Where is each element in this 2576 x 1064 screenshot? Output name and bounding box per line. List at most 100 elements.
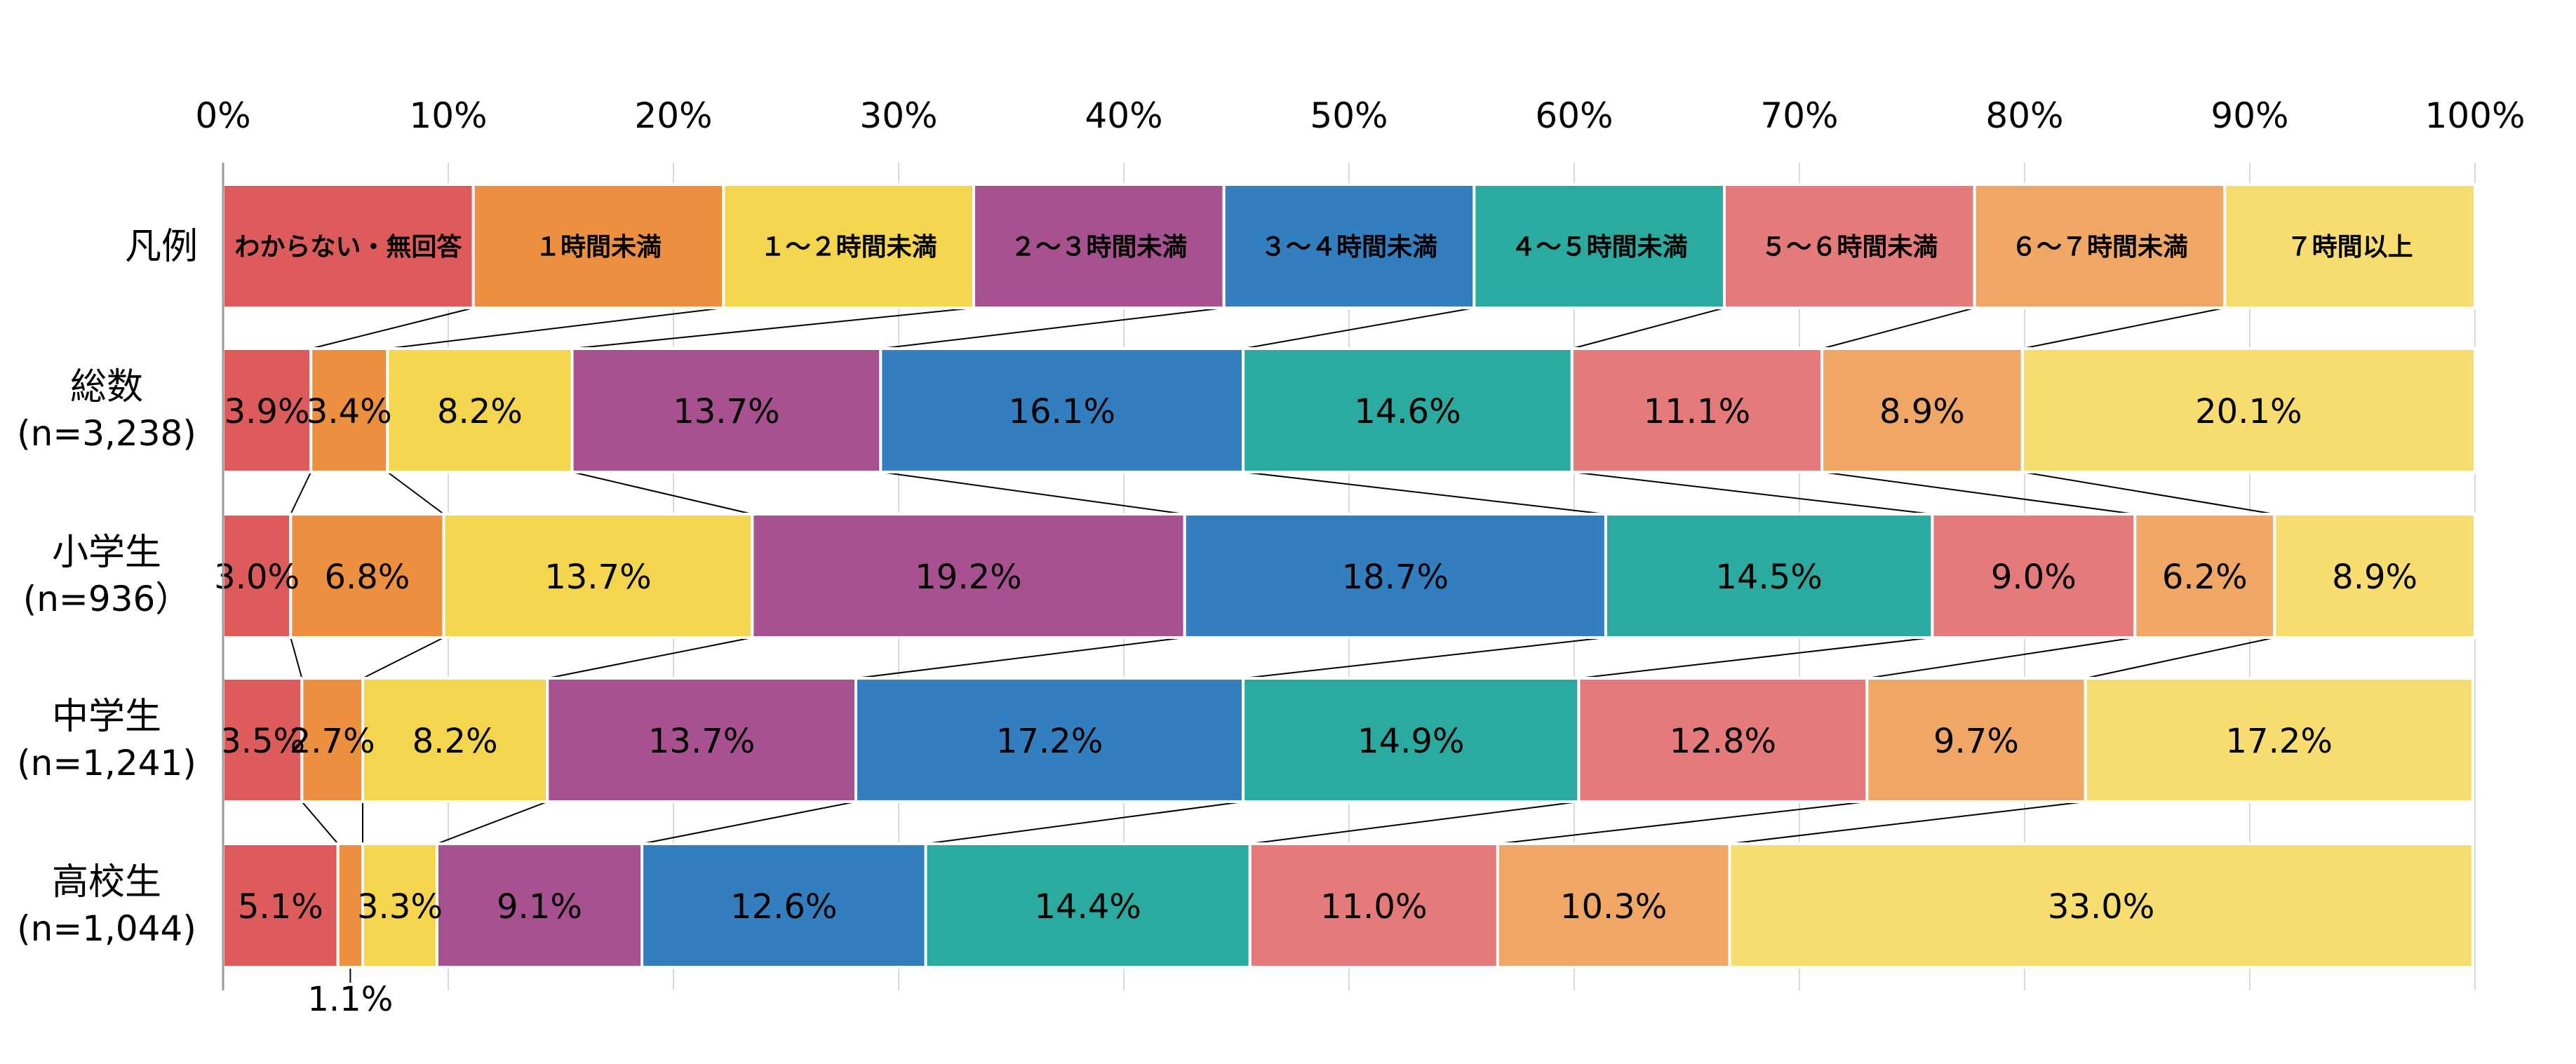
bar-segment — [1865, 677, 2087, 803]
segment-value-label: 9.0% — [1991, 558, 2077, 597]
segment-value-label: 20.1% — [2195, 392, 2302, 431]
row-count-label: (n=1,044) — [17, 908, 196, 949]
connector-line — [641, 801, 857, 844]
legend-entry-label: ５～６時間未満 — [1761, 233, 1938, 262]
x-tick-label: 100% — [2425, 95, 2525, 136]
connector-line — [387, 471, 445, 515]
legend-entry-label: ３～４時間未満 — [1261, 233, 1437, 262]
segment-value-label: 6.8% — [324, 558, 410, 597]
bar-segment — [1820, 347, 2024, 473]
segment-value-label: 17.2% — [2225, 722, 2332, 761]
connector-line — [1821, 307, 1975, 349]
connector-line — [1571, 471, 1933, 515]
row-count-label: (n=3,238) — [17, 413, 196, 454]
x-tick-label: 20% — [634, 95, 712, 136]
segment-value-label: 11.1% — [1644, 392, 1750, 431]
segment-value-label: 6.2% — [2162, 558, 2248, 597]
segment-value-label: 13.7% — [673, 392, 779, 431]
legend-entry-label: ７時間以上 — [2287, 233, 2413, 262]
segment-value-label: 13.7% — [648, 722, 755, 761]
x-axis-tick-labels: 0% 10% 20% 30% 40% 50% 60% 70% 80% 90% 100% — [195, 95, 2525, 136]
connector-line — [1571, 307, 1725, 349]
bar-segment — [435, 842, 644, 969]
bar-segment — [570, 347, 883, 473]
connector-line — [2022, 471, 2275, 515]
bar-segment — [1577, 677, 1869, 803]
connector-line — [1578, 637, 1933, 679]
connector-line — [310, 307, 474, 349]
bar-segment — [546, 677, 858, 803]
legend-swatch — [972, 183, 1226, 309]
connector-line — [2022, 307, 2225, 349]
bar-segment — [2273, 513, 2477, 639]
bar-segment — [1931, 513, 2137, 639]
bar-segment — [442, 513, 754, 639]
connector-line — [880, 307, 1224, 349]
row-category-label: 総数 — [70, 366, 143, 408]
bar-segment — [1496, 842, 1731, 969]
segment-value-label: 3.5% — [220, 722, 305, 761]
legend-swatch — [471, 183, 725, 309]
segment-value-label: 8.2% — [412, 722, 498, 761]
bar-segment — [2133, 513, 2276, 639]
connector-line — [2085, 637, 2275, 679]
connector-line — [290, 637, 303, 679]
segment-value-label: 14.4% — [1034, 887, 1141, 927]
connector-line — [1867, 637, 2135, 679]
segment-value-label: 14.5% — [1715, 558, 1822, 597]
connector-line — [436, 801, 548, 844]
x-tick-label: 70% — [1760, 95, 1838, 136]
segment-value-label: 14.9% — [1357, 722, 1464, 761]
x-tick-label: 80% — [1985, 95, 2063, 136]
segment-value-label: 1.1% — [307, 980, 393, 1019]
bar-segment — [222, 513, 293, 639]
bar-segment — [2020, 347, 2477, 473]
bar-segment — [1570, 347, 1824, 473]
connector-line — [925, 801, 1244, 844]
legend-entry-label: わからない・無回答 — [234, 233, 462, 262]
connector-line — [880, 471, 1185, 515]
row-count-label: (n=1,241) — [17, 743, 196, 783]
segment-value-label: 3.9% — [224, 392, 310, 431]
legend-entry-label: １～２時間未満 — [760, 233, 937, 262]
row-count-label: (n=936） — [23, 579, 191, 619]
legend-entry-label: ６～７時間未満 — [2011, 233, 2188, 262]
connector-line — [1821, 471, 2135, 515]
legend-swatch — [722, 183, 976, 309]
bar-segment — [361, 677, 549, 803]
connector-line — [387, 307, 724, 349]
segment-value-label: 2.7% — [290, 722, 375, 761]
connector-line — [1497, 801, 1867, 844]
segment-value-label: 9.1% — [497, 887, 582, 927]
bar-segment — [751, 513, 1186, 639]
bar-segment — [1242, 347, 1574, 473]
segment-value-label: 11.0% — [1320, 887, 1427, 927]
connector-line — [1242, 307, 1475, 349]
segment-value-label: 8.9% — [1879, 392, 1965, 431]
bar-segment — [1183, 513, 1607, 639]
segment-value-label: 33.0% — [2048, 887, 2154, 927]
bar-segment — [386, 347, 574, 473]
segment-value-label: 17.2% — [996, 722, 1103, 761]
row-category-label: 中学生 — [52, 696, 161, 738]
x-tick-label: 90% — [2211, 95, 2288, 136]
segment-value-label: 13.7% — [544, 558, 651, 597]
bar-segments — [222, 183, 2477, 969]
bar-segment — [289, 513, 445, 639]
segment-value-label: 12.8% — [1670, 722, 1776, 761]
connector-line — [301, 801, 339, 844]
x-tick-label: 10% — [409, 95, 487, 136]
connector-line — [1243, 637, 1606, 679]
connector-line — [1249, 801, 1579, 844]
connector-line — [1243, 471, 1606, 515]
segment-value-label: 18.7% — [1342, 558, 1449, 597]
bar-segment — [924, 842, 1252, 969]
bar-segment — [640, 842, 927, 969]
bar-segment — [361, 842, 438, 969]
legend-entry-label: １時間未満 — [535, 233, 662, 262]
segment-labels: わからない・無回答 １時間未満 １～２時間未満 ２～３時間未満 ３～４時間未満 ４～５時間… — [214, 233, 2417, 1019]
connector-line — [547, 637, 753, 679]
legend-swatch — [2223, 183, 2476, 309]
bar-segment — [222, 347, 313, 473]
